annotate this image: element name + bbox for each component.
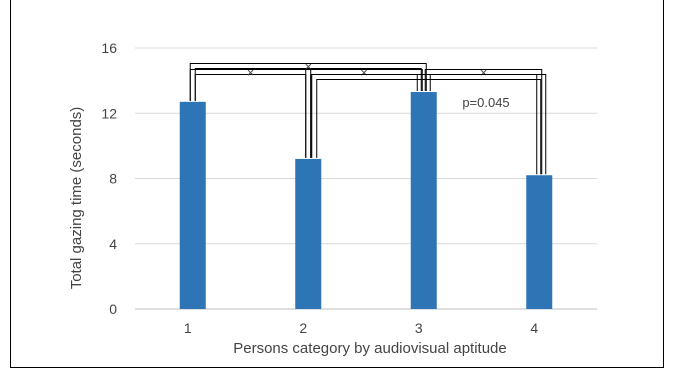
significance-marker: × [480,65,488,80]
significance-marker: × [304,59,312,74]
significance-marker: × [247,65,255,80]
y-tick-label: 0 [109,301,117,317]
bar [410,92,437,309]
p-value-label: p=0.045 [462,95,509,110]
significance-bracket [316,79,542,175]
gridlines [135,47,597,310]
significance-bracket [310,74,418,158]
significance-marker: × [360,65,368,80]
significance-bracket [311,74,547,175]
x-tick-label: 2 [299,320,307,336]
significance-bracket [429,74,538,175]
x-tick-label: 3 [415,320,423,336]
significance-bracket [424,69,543,175]
y-axis-title: Total gazing time (seconds) [68,107,85,290]
y-tick-labels: 0 4 8 12 16 [101,40,117,317]
significance-bracket [189,63,427,101]
chart-frame [10,0,664,368]
bar [526,175,553,309]
significance-bracket [194,74,307,158]
x-axis-title: Persons category by audiovisual aptitude [233,340,507,357]
x-tick-label: 1 [184,320,192,336]
y-tick-label: 16 [101,40,117,56]
x-tick-label: 4 [530,320,538,336]
bar [295,158,322,309]
x-tick-labels: 1 2 3 4 [184,320,539,336]
y-tick-label: 12 [101,105,117,121]
y-tick-label: 4 [109,236,117,252]
bars [179,92,553,309]
bar [179,101,206,309]
y-tick-label: 8 [109,171,117,187]
significance-brackets: × × × × p=0.045 [189,59,547,175]
significance-bracket [305,69,423,158]
